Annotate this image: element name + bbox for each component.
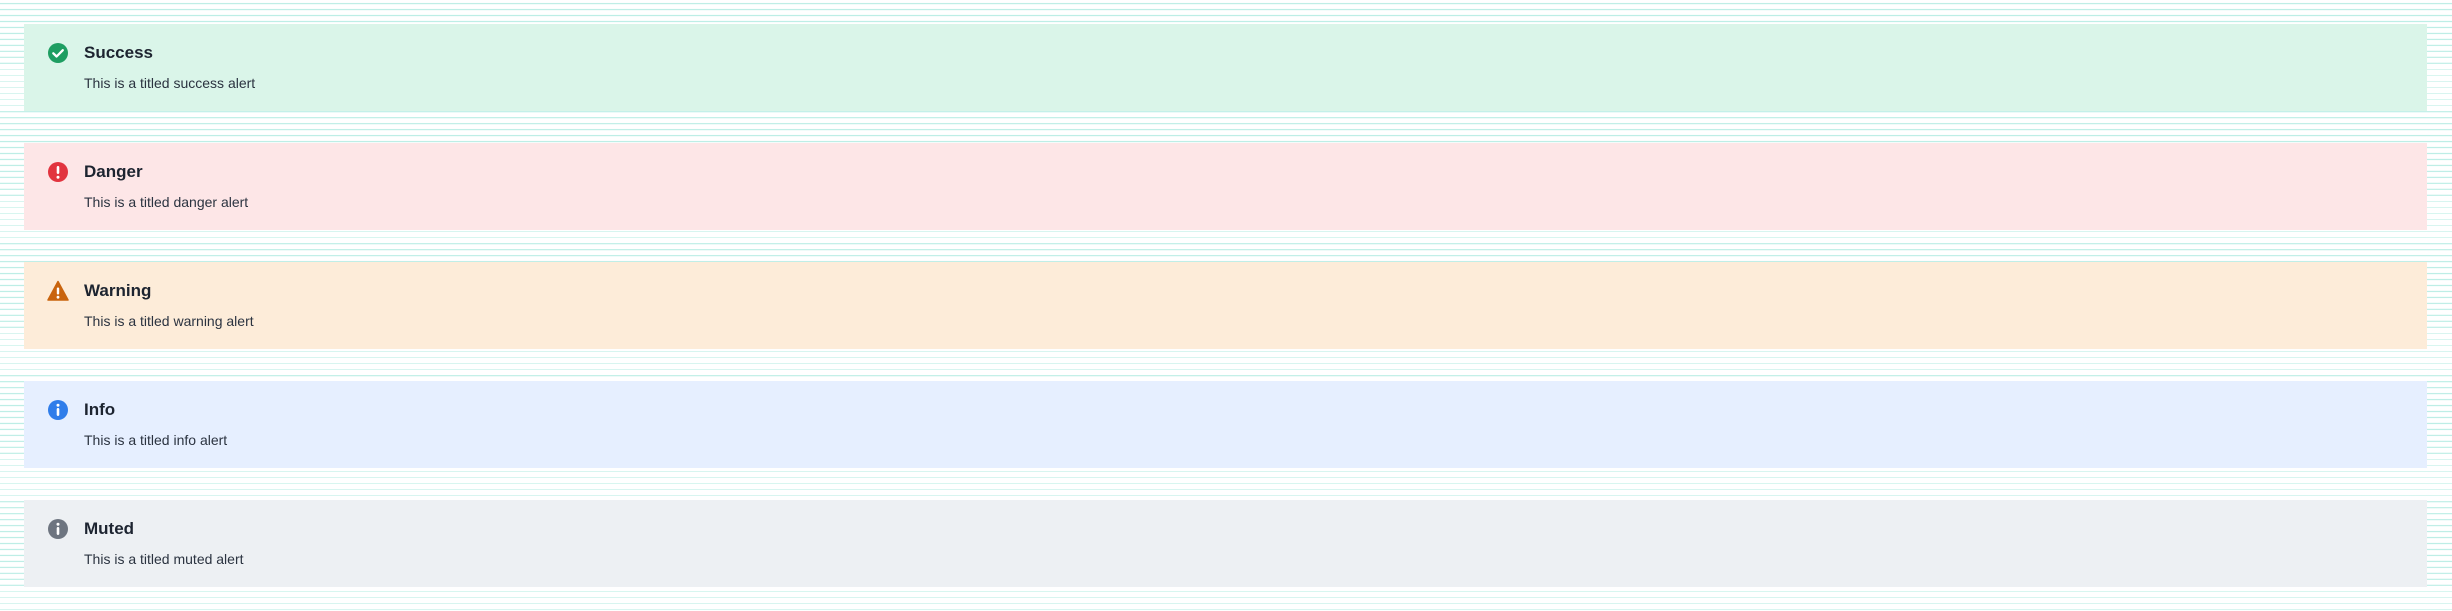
alert-title: Warning [84,281,152,300]
alert-message: This is a titled warning alert [84,313,254,329]
alert-title: Info [84,400,116,419]
exclamation-circle-icon [47,161,69,183]
warning-triangle-icon [47,280,69,302]
alert-title: Success [84,43,153,62]
alert-message: This is a titled muted alert [84,551,244,567]
info-circle-icon [47,518,69,540]
alert-success: Success This is a titled success alert [24,24,2427,111]
alert-muted: Muted This is a titled muted alert [24,500,2427,587]
alert-title: Danger [84,162,143,181]
alert-message: This is a titled info alert [84,432,228,448]
alert-message: This is a titled success alert [84,75,256,91]
info-circle-icon [47,399,69,421]
alert-message: This is a titled danger alert [84,194,249,210]
alert-info: Info This is a titled info alert [24,381,2427,468]
check-circle-icon [47,42,69,64]
alert-title: Muted [84,519,135,538]
alert-warning: Warning This is a titled warning alert [24,262,2427,349]
alert-list: Success This is a titled success alert D… [24,24,2427,611]
alert-danger: Danger This is a titled danger alert [24,143,2427,230]
